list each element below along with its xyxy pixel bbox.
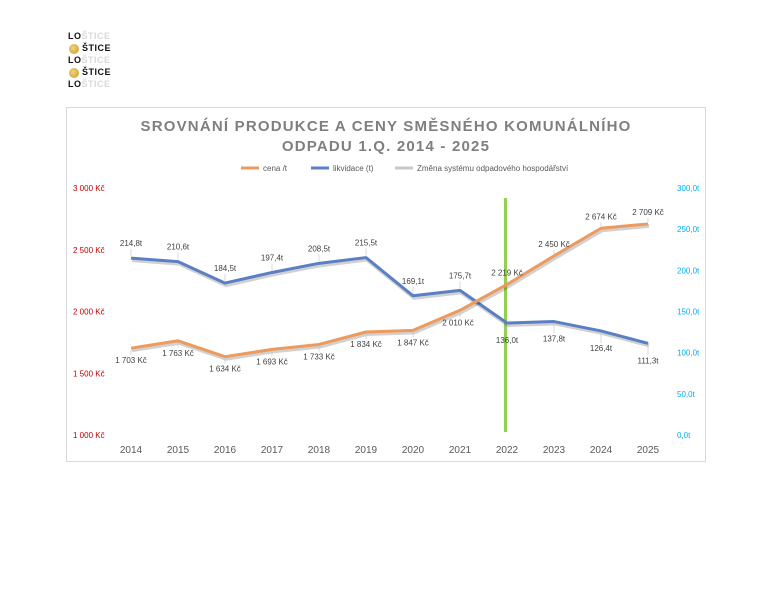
logo-row: LOŠTICE [68, 55, 111, 65]
y-right-tick-label: 0,0t [677, 431, 691, 440]
legend-label: cena /t [263, 164, 288, 173]
y-right-tick-label: 100,0t [677, 349, 700, 358]
system-change-marker [504, 198, 507, 432]
chart-plot: cena /t likvidace (t) Změna systému odpado… [73, 164, 700, 456]
likvidace-data-label: 136,0t [496, 336, 519, 345]
likvidace-data-label: 169,1t [402, 277, 425, 286]
logo-row: LOŠTICE [68, 31, 111, 41]
cena-data-label: 1 634 Kč [209, 365, 241, 374]
likvidace-data-label: 197,4t [261, 253, 284, 262]
likvidace-line [130, 256, 649, 345]
y-right-tick-label: 150,0t [677, 308, 700, 317]
y-right-tick-label: 300,0t [677, 184, 700, 193]
likvidace-data-label: 208,5t [308, 244, 331, 253]
cena-data-label: 2 219 Kč [491, 268, 523, 277]
cena-data-label: 1 693 Kč [256, 357, 288, 366]
x-tick-label: 2014 [120, 445, 143, 456]
logo-row: ŠTICE [82, 67, 112, 77]
logo-row: ŠTICE [82, 43, 112, 53]
x-tick-label: 2018 [308, 445, 331, 456]
x-tick-label: 2024 [590, 445, 613, 456]
likvidace-data-label: 111,3t [637, 356, 659, 365]
legend-label: Změna systému odpadového hospodářství [417, 164, 569, 173]
x-tick-label: 2025 [637, 445, 660, 456]
cena-data-label: 1 763 Kč [162, 349, 194, 358]
y-left-tick-label: 3 000 Kč [73, 184, 105, 193]
cena-line [130, 222, 649, 359]
coin-icon [69, 68, 79, 78]
likvidace-data-label: 210,6t [167, 243, 190, 252]
cena-data-label: 2 674 Kč [585, 212, 617, 221]
cena-data-label: 1 703 Kč [115, 356, 147, 365]
x-tick-label: 2020 [402, 445, 425, 456]
coin-icon [69, 44, 79, 54]
cena-data-label: 2 010 Kč [442, 318, 474, 327]
y-left-tick-label: 2 500 Kč [73, 246, 105, 255]
cena-data-label: 1 733 Kč [303, 352, 335, 361]
likvidace-data-label: 175,7t [449, 271, 472, 280]
likvidace-data-label: 215,5t [355, 239, 378, 248]
chart-title-line2: ODPADU 1.Q. 2014 - 2025 [281, 138, 491, 155]
likvidace-data-label: 184,5t [214, 264, 237, 273]
cena-data-label: 2 709 Kč [632, 208, 664, 217]
y-right-tick-label: 50,0t [677, 390, 696, 399]
cena-shadow [131, 223, 650, 361]
x-tick-label: 2016 [214, 445, 237, 456]
y-right-tick-label: 200,0t [677, 266, 700, 275]
cena-data-label: 2 450 Kč [538, 240, 570, 249]
cena-data-label: 1 847 Kč [397, 338, 429, 347]
y-left-tick-label: 1 500 Kč [73, 369, 105, 378]
likvidace-data-label: 214,8t [120, 239, 143, 248]
y-left-tick-label: 2 000 Kč [73, 308, 105, 317]
y-right-tick-label: 250,0t [677, 225, 700, 234]
x-tick-label: 2022 [496, 445, 519, 456]
likvidace-data-label: 137,8t [543, 335, 566, 344]
logo-row: LOŠTICE [68, 79, 111, 89]
x-tick-label: 2019 [355, 445, 378, 456]
likvidace-data-label: 126,4t [590, 344, 613, 353]
chart-title: SROVNÁNÍ PRODUKCE A CENY SMĚSNÉHO KOMUNÁ… [67, 117, 705, 157]
legend-label: likvidace (t) [333, 164, 374, 173]
x-tick-label: 2021 [449, 445, 472, 456]
chart-frame: SROVNÁNÍ PRODUKCE A CENY SMĚSNÉHO KOMUNÁ… [66, 107, 706, 462]
cena-data-label: 1 834 Kč [350, 340, 382, 349]
x-tick-label: 2017 [261, 445, 284, 456]
y-left-tick-label: 1 000 Kč [73, 431, 105, 440]
x-tick-label: 2023 [543, 445, 566, 456]
chart-title-line1: SROVNÁNÍ PRODUKCE A CENY SMĚSNÉHO KOMUNÁ… [140, 118, 632, 135]
loštice-logo: LOŠTICE ŠTICE LOŠTICE ŠTICE LOŠTICE [68, 30, 116, 102]
x-tick-label: 2015 [167, 445, 190, 456]
